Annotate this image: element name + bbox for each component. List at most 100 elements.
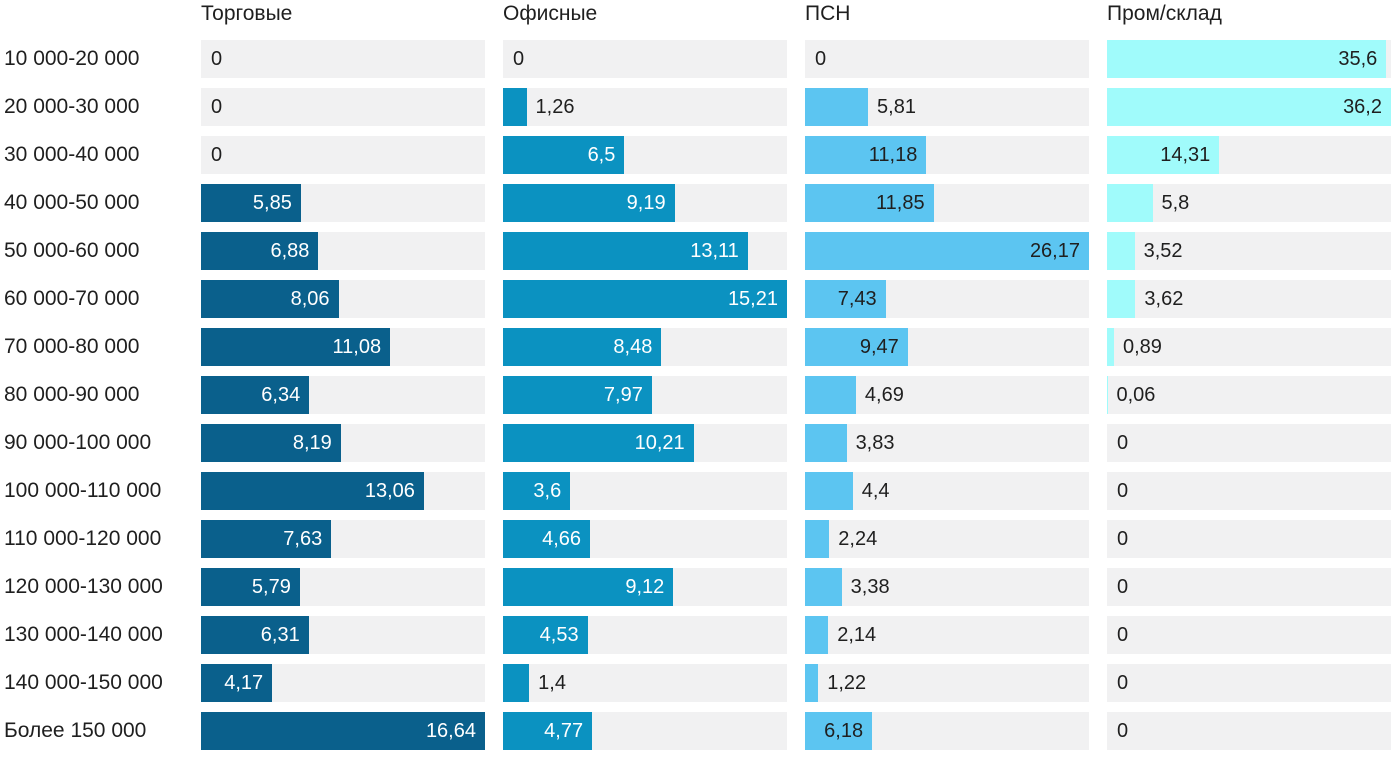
value-label: 3,6 [533,480,562,502]
bar-track: 4,77 [503,712,787,750]
bar-track: 3,38 [805,568,1089,606]
value-label: 13,06 [364,480,415,502]
value-label: 26,17 [1029,240,1080,262]
bar [503,472,571,510]
bar [503,328,662,366]
bar [1107,280,1136,318]
bar [805,568,842,606]
row-label: 70 000-80 000 [4,335,140,358]
bar-track: 14,31 [1107,136,1391,174]
bar-track: 6,5 [503,136,787,174]
bar [201,664,273,702]
bar [1107,40,1387,78]
row-label: 40 000-50 000 [4,191,140,214]
value-label: 8,06 [290,288,330,310]
value-label: 7,63 [283,528,323,550]
bar [503,280,787,318]
value-label: 0 [1117,528,1129,550]
column-header-ofisnye: Офисные [503,2,598,25]
value-label: 5,81 [877,96,916,118]
row-label: 20 000-30 000 [4,95,140,118]
chart-row: 70 000-80 000 11,08 8,48 9,47 0,89 [0,328,1391,366]
value-label: 16,64 [425,720,476,742]
bar-track: 0 [805,40,1089,78]
bar [805,280,886,318]
chart-row: 30 000-40 000 0 6,5 11,18 14,31 [0,136,1391,174]
bar [805,376,856,414]
value-label: 0 [1117,432,1129,454]
bar-track: 0 [1107,424,1391,462]
bar [503,136,625,174]
bar-track: 0 [503,40,787,78]
value-label: 0 [211,48,223,70]
bar [503,376,652,414]
bar-track: 0 [1107,568,1391,606]
value-label: 13,11 [690,240,739,262]
bar-track: 8,06 [201,280,485,318]
row-label: 60 000-70 000 [4,287,140,310]
value-label: 2,14 [837,624,877,646]
bar [503,88,527,126]
chart-row: 110 000-120 000 7,63 4,66 2,24 0 [0,520,1391,558]
bar [1107,184,1153,222]
chart-row: 60 000-70 000 8,06 15,21 7,43 3,62 [0,280,1391,318]
value-label: 6,5 [587,144,616,166]
chart-row: 100 000-110 000 13,06 3,6 4,4 0 [0,472,1391,510]
value-label: 4,69 [864,384,904,406]
bar [805,472,853,510]
bar [805,88,869,126]
column-header-psn: ПСН [805,2,851,25]
bar-track: 8,48 [503,328,787,366]
bar-track: 35,6 [1107,40,1391,78]
chart-row: 90 000-100 000 8,19 10,21 3,83 0 [0,424,1391,462]
row-label: Более 150 000 [4,719,147,742]
bar-track: 3,83 [805,424,1089,462]
row-label: 130 000-140 000 [4,623,163,646]
column-header-torgovye: Торговые [201,2,293,25]
bar-track: 4,17 [201,664,485,702]
bar-track: 8,19 [201,424,485,462]
bar [1107,328,1114,366]
bar-track: 5,8 [1107,184,1391,222]
value-label: 0 [1117,672,1129,694]
bar [1107,232,1135,270]
bar-track: 11,85 [805,184,1089,222]
row-label: 10 000-20 000 [4,47,140,70]
bar-track: 6,34 [201,376,485,414]
bar-track: 11,08 [201,328,485,366]
value-label: 4,4 [861,480,890,502]
bar-track: 3,6 [503,472,787,510]
row-label: 90 000-100 000 [4,431,152,454]
value-label: 0,89 [1122,336,1162,358]
row-label: 120 000-130 000 [4,575,163,598]
bar-track: 6,31 [201,616,485,654]
bar [805,424,847,462]
row-label: 30 000-40 000 [4,143,140,166]
value-label: 6,18 [824,720,864,742]
bar-track: 0,06 [1107,376,1391,414]
value-label: 3,62 [1144,288,1184,310]
chart-row: 120 000-130 000 5,79 9,12 3,38 0 [0,568,1391,606]
value-label: 4,17 [224,672,264,694]
chart-row: 130 000-140 000 6,31 4,53 2,14 0 [0,616,1391,654]
bar-track: 26,17 [805,232,1089,270]
value-label: 6,31 [260,624,300,646]
bar [201,232,319,270]
value-label: 5,8 [1161,192,1190,214]
bar [503,712,593,750]
bar-track: 9,19 [503,184,787,222]
chart-header: Торговые Офисные ПСН Пром/склад [0,2,1391,32]
bar [805,664,819,702]
bar [503,424,694,462]
value-label: 11,08 [332,336,382,358]
bar-track: 0 [1107,520,1391,558]
value-label: 0,06 [1116,384,1156,406]
bar [503,664,530,702]
bar-track: 3,52 [1107,232,1391,270]
value-label: 35,6 [1338,48,1378,70]
bar [503,568,674,606]
bar [503,184,675,222]
value-label: 14,31 [1160,144,1211,166]
bar-track: 0 [201,136,485,174]
row-label: 80 000-90 000 [4,383,140,406]
